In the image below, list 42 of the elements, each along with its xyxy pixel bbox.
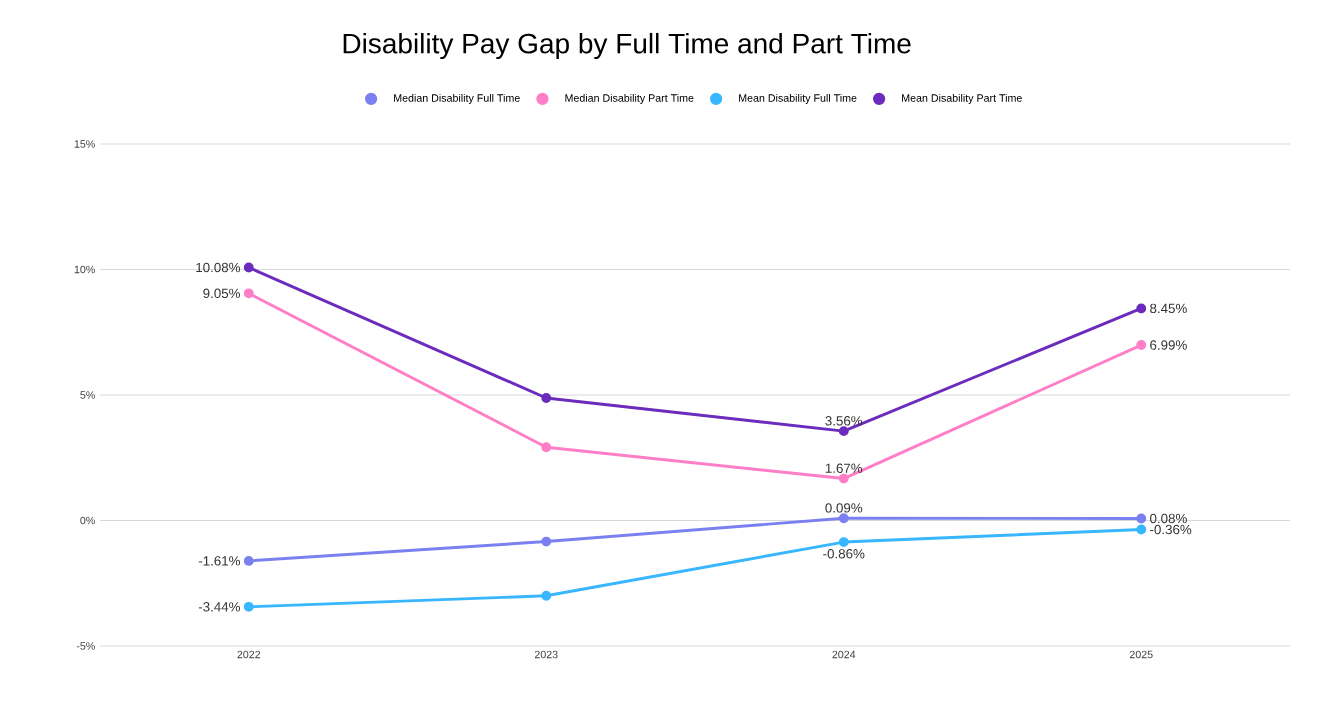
- y-tick-label: 5%: [80, 391, 95, 399]
- point: [541, 590, 552, 601]
- y-tick-label: -5%: [76, 642, 95, 650]
- data-label: 0.08%: [1150, 513, 1187, 524]
- point: [1136, 513, 1147, 524]
- x-tick-label: 2022: [237, 650, 261, 659]
- point: [243, 555, 254, 566]
- data-label: 3.56%: [825, 416, 863, 426]
- data-label: -0.36%: [1150, 524, 1192, 535]
- data-label: -1.61%: [198, 556, 241, 566]
- x-tick-label: 2024: [832, 650, 856, 659]
- data-label: -3.44%: [198, 602, 241, 612]
- point: [243, 262, 254, 273]
- data-label: 6.99%: [1150, 340, 1187, 350]
- data-label: 10.08%: [196, 262, 241, 273]
- point: [1136, 524, 1147, 535]
- point: [838, 513, 849, 524]
- point: [541, 536, 552, 547]
- data-label: 1.67%: [825, 463, 863, 473]
- legend-label: Median Disability Full Time: [394, 93, 520, 104]
- data-label: 8.45%: [1150, 303, 1187, 314]
- legend-label: Median Disability Part Time: [565, 93, 694, 104]
- point: [541, 442, 552, 453]
- point: [838, 537, 849, 548]
- point: [243, 601, 254, 612]
- data-label: 9.05%: [203, 288, 241, 299]
- point: [1136, 303, 1147, 314]
- point: [1136, 340, 1147, 350]
- y-tick-label: 15%: [74, 140, 95, 148]
- point: [838, 426, 849, 437]
- y-tick-label: 10%: [74, 265, 95, 274]
- legend-label: Mean Disability Full Time: [739, 93, 857, 104]
- chart-title: Disability Pay Gap by Full Time and Part Time: [343, 32, 911, 60]
- data-label: 0.09%: [825, 503, 863, 513]
- point: [243, 288, 254, 299]
- data-label: -0.86%: [823, 549, 865, 559]
- x-tick-label: 2023: [534, 650, 558, 659]
- x-tick-label: 2025: [1129, 650, 1153, 659]
- point: [541, 393, 552, 403]
- y-tick-label: 0%: [80, 516, 95, 525]
- legend-label: Mean Disability Part Time: [902, 93, 1022, 104]
- point: [838, 473, 849, 484]
